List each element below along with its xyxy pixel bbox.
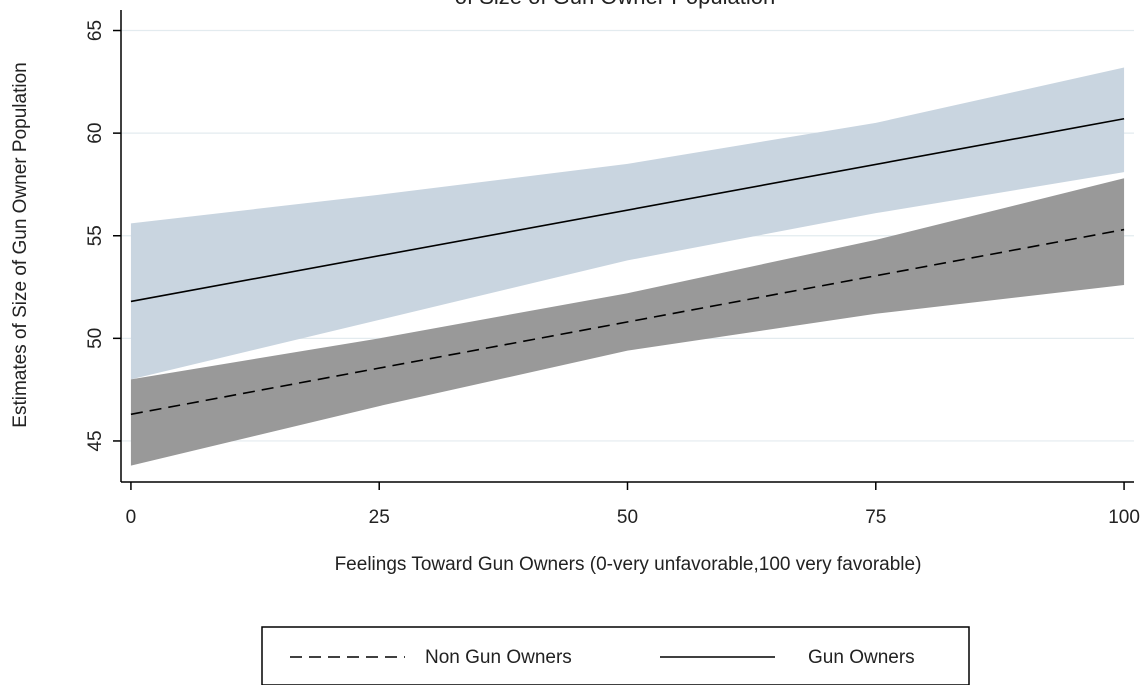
x-ticks: 0 25 50 75 100 xyxy=(126,482,1140,528)
legend: Non Gun Owners Gun Owners xyxy=(261,626,970,685)
series-line-non-gun-owners xyxy=(130,228,1125,416)
x-tick-label-75: 75 xyxy=(865,507,886,528)
y-tick-label-65: 65 xyxy=(85,20,106,41)
ci-band-gun-owners xyxy=(130,67,1125,380)
y-tick-label-55: 55 xyxy=(85,225,106,246)
x-tick-label-0: 0 xyxy=(126,507,137,528)
legend-label-gun-owners: Gun Owners xyxy=(808,647,915,668)
legend-box xyxy=(261,626,970,685)
y-ticks: 45 50 55 60 65 xyxy=(85,20,121,452)
legend-label-non-gun-owners: Non Gun Owners xyxy=(425,647,572,668)
series-lines xyxy=(130,117,1125,416)
y-tick-label-60: 60 xyxy=(85,123,106,144)
x-axis-title: Feelings Toward Gun Owners (0-very unfav… xyxy=(335,554,922,575)
series-line-gun-owners xyxy=(130,117,1125,303)
chart-title: of Size of Gun Owner Population xyxy=(455,0,775,9)
y-axis-title: Estimates of Size of Gun Owner Populatio… xyxy=(10,62,31,427)
x-tick-label-25: 25 xyxy=(369,507,390,528)
x-tick-label-100: 100 xyxy=(1108,507,1140,528)
y-tick-label-50: 50 xyxy=(85,328,106,349)
y-tick-label-45: 45 xyxy=(85,430,106,451)
x-tick-label-50: 50 xyxy=(617,507,638,528)
